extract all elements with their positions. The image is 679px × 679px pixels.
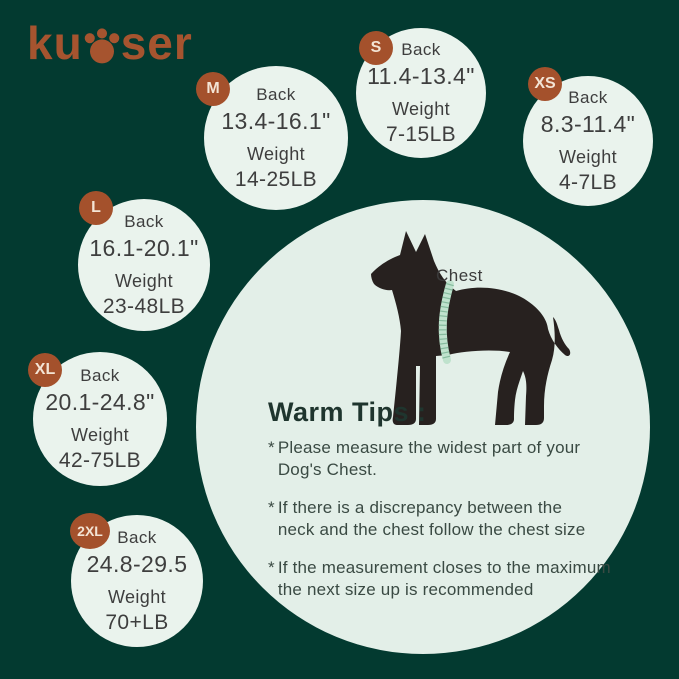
size-bubble-xl: XL Back 20.1-24.8" Weight 42-75LB <box>28 352 167 486</box>
brand-logo: ku ser <box>27 16 193 70</box>
paw-print-icon <box>84 28 119 64</box>
bullet-asterisk: * <box>268 497 275 517</box>
back-label: Back <box>401 39 441 59</box>
weight-range: 7-15LB <box>385 122 457 146</box>
bullet-asterisk: * <box>268 557 275 577</box>
size-badge-2xl: 2XL <box>70 513 110 549</box>
back-label: Back <box>256 84 296 104</box>
weight-range: 70+LB <box>105 610 169 634</box>
weight-range: 42-75LB <box>58 448 142 472</box>
dog-body-shape <box>371 231 571 425</box>
weight-label: Weight <box>114 270 174 291</box>
back-range: 8.3-11.4" <box>540 110 636 137</box>
dog-silhouette-icon <box>371 231 571 425</box>
back-label: Back <box>124 211 164 231</box>
logo-text-ku: ku <box>27 17 83 69</box>
weight-label: Weight <box>107 586 167 607</box>
tip-text: If the measurement closes to the maximum… <box>277 557 611 600</box>
tip-text: Please measure the widest part of your D… <box>277 438 581 480</box>
back-range: 16.1-20.1" <box>89 234 199 261</box>
weight-range: 4-7LB <box>558 170 618 194</box>
back-label: Back <box>117 527 157 547</box>
weight-label: Weight <box>70 424 130 445</box>
warm-tip-item: * If the measurement closes to the maxim… <box>268 557 620 602</box>
chest-callout-label: Chest <box>436 266 483 285</box>
warm-tips-heading: Warm Tips : <box>268 397 427 427</box>
warm-tip-item: * Please measure the widest part of your… <box>268 437 620 482</box>
back-label: Back <box>568 87 608 107</box>
warm-tip-item: * If there is a discrepancy between the … <box>268 497 620 542</box>
size-badge-xs: XS <box>528 67 562 101</box>
back-range: 20.1-24.8" <box>45 388 155 415</box>
size-bubble-xs: XS Back 8.3-11.4" Weight 4-7LB <box>523 67 653 206</box>
back-range: 11.4-13.4" <box>367 62 475 89</box>
weight-range: 23-48LB <box>102 294 186 318</box>
size-badge-l: L <box>79 191 113 225</box>
size-badge-xl: XL <box>28 353 62 387</box>
size-badge-s: S <box>359 31 393 65</box>
measuring-tape-ticks <box>438 282 454 362</box>
bullet-asterisk: * <box>268 438 275 457</box>
size-bubble-2xl: 2XL Back 24.8-29.5 Weight 70+LB <box>70 513 203 647</box>
size-bubble-m: M Back 13.4-16.1" Weight 14-25LB <box>196 66 348 210</box>
logo-text-ser: ser <box>120 17 193 69</box>
warm-tips-section: Warm Tips : * Please measure the widest … <box>268 397 620 602</box>
weight-label: Weight <box>391 98 451 119</box>
size-bubble-l: L Back 16.1-20.1" Weight 23-48LB <box>78 191 210 331</box>
weight-range: 14-25LB <box>234 167 318 191</box>
size-bubble-s: S Back 11.4-13.4" Weight 7-15LB <box>356 28 486 158</box>
weight-label: Weight <box>558 146 618 167</box>
weight-label: Weight <box>246 143 306 164</box>
back-range: 24.8-29.5 <box>86 550 188 577</box>
tip-text: If there is a discrepancy between the ne… <box>277 497 586 540</box>
back-label: Back <box>80 365 120 385</box>
back-range: 13.4-16.1" <box>221 107 331 134</box>
size-badge-m: M <box>196 72 230 106</box>
